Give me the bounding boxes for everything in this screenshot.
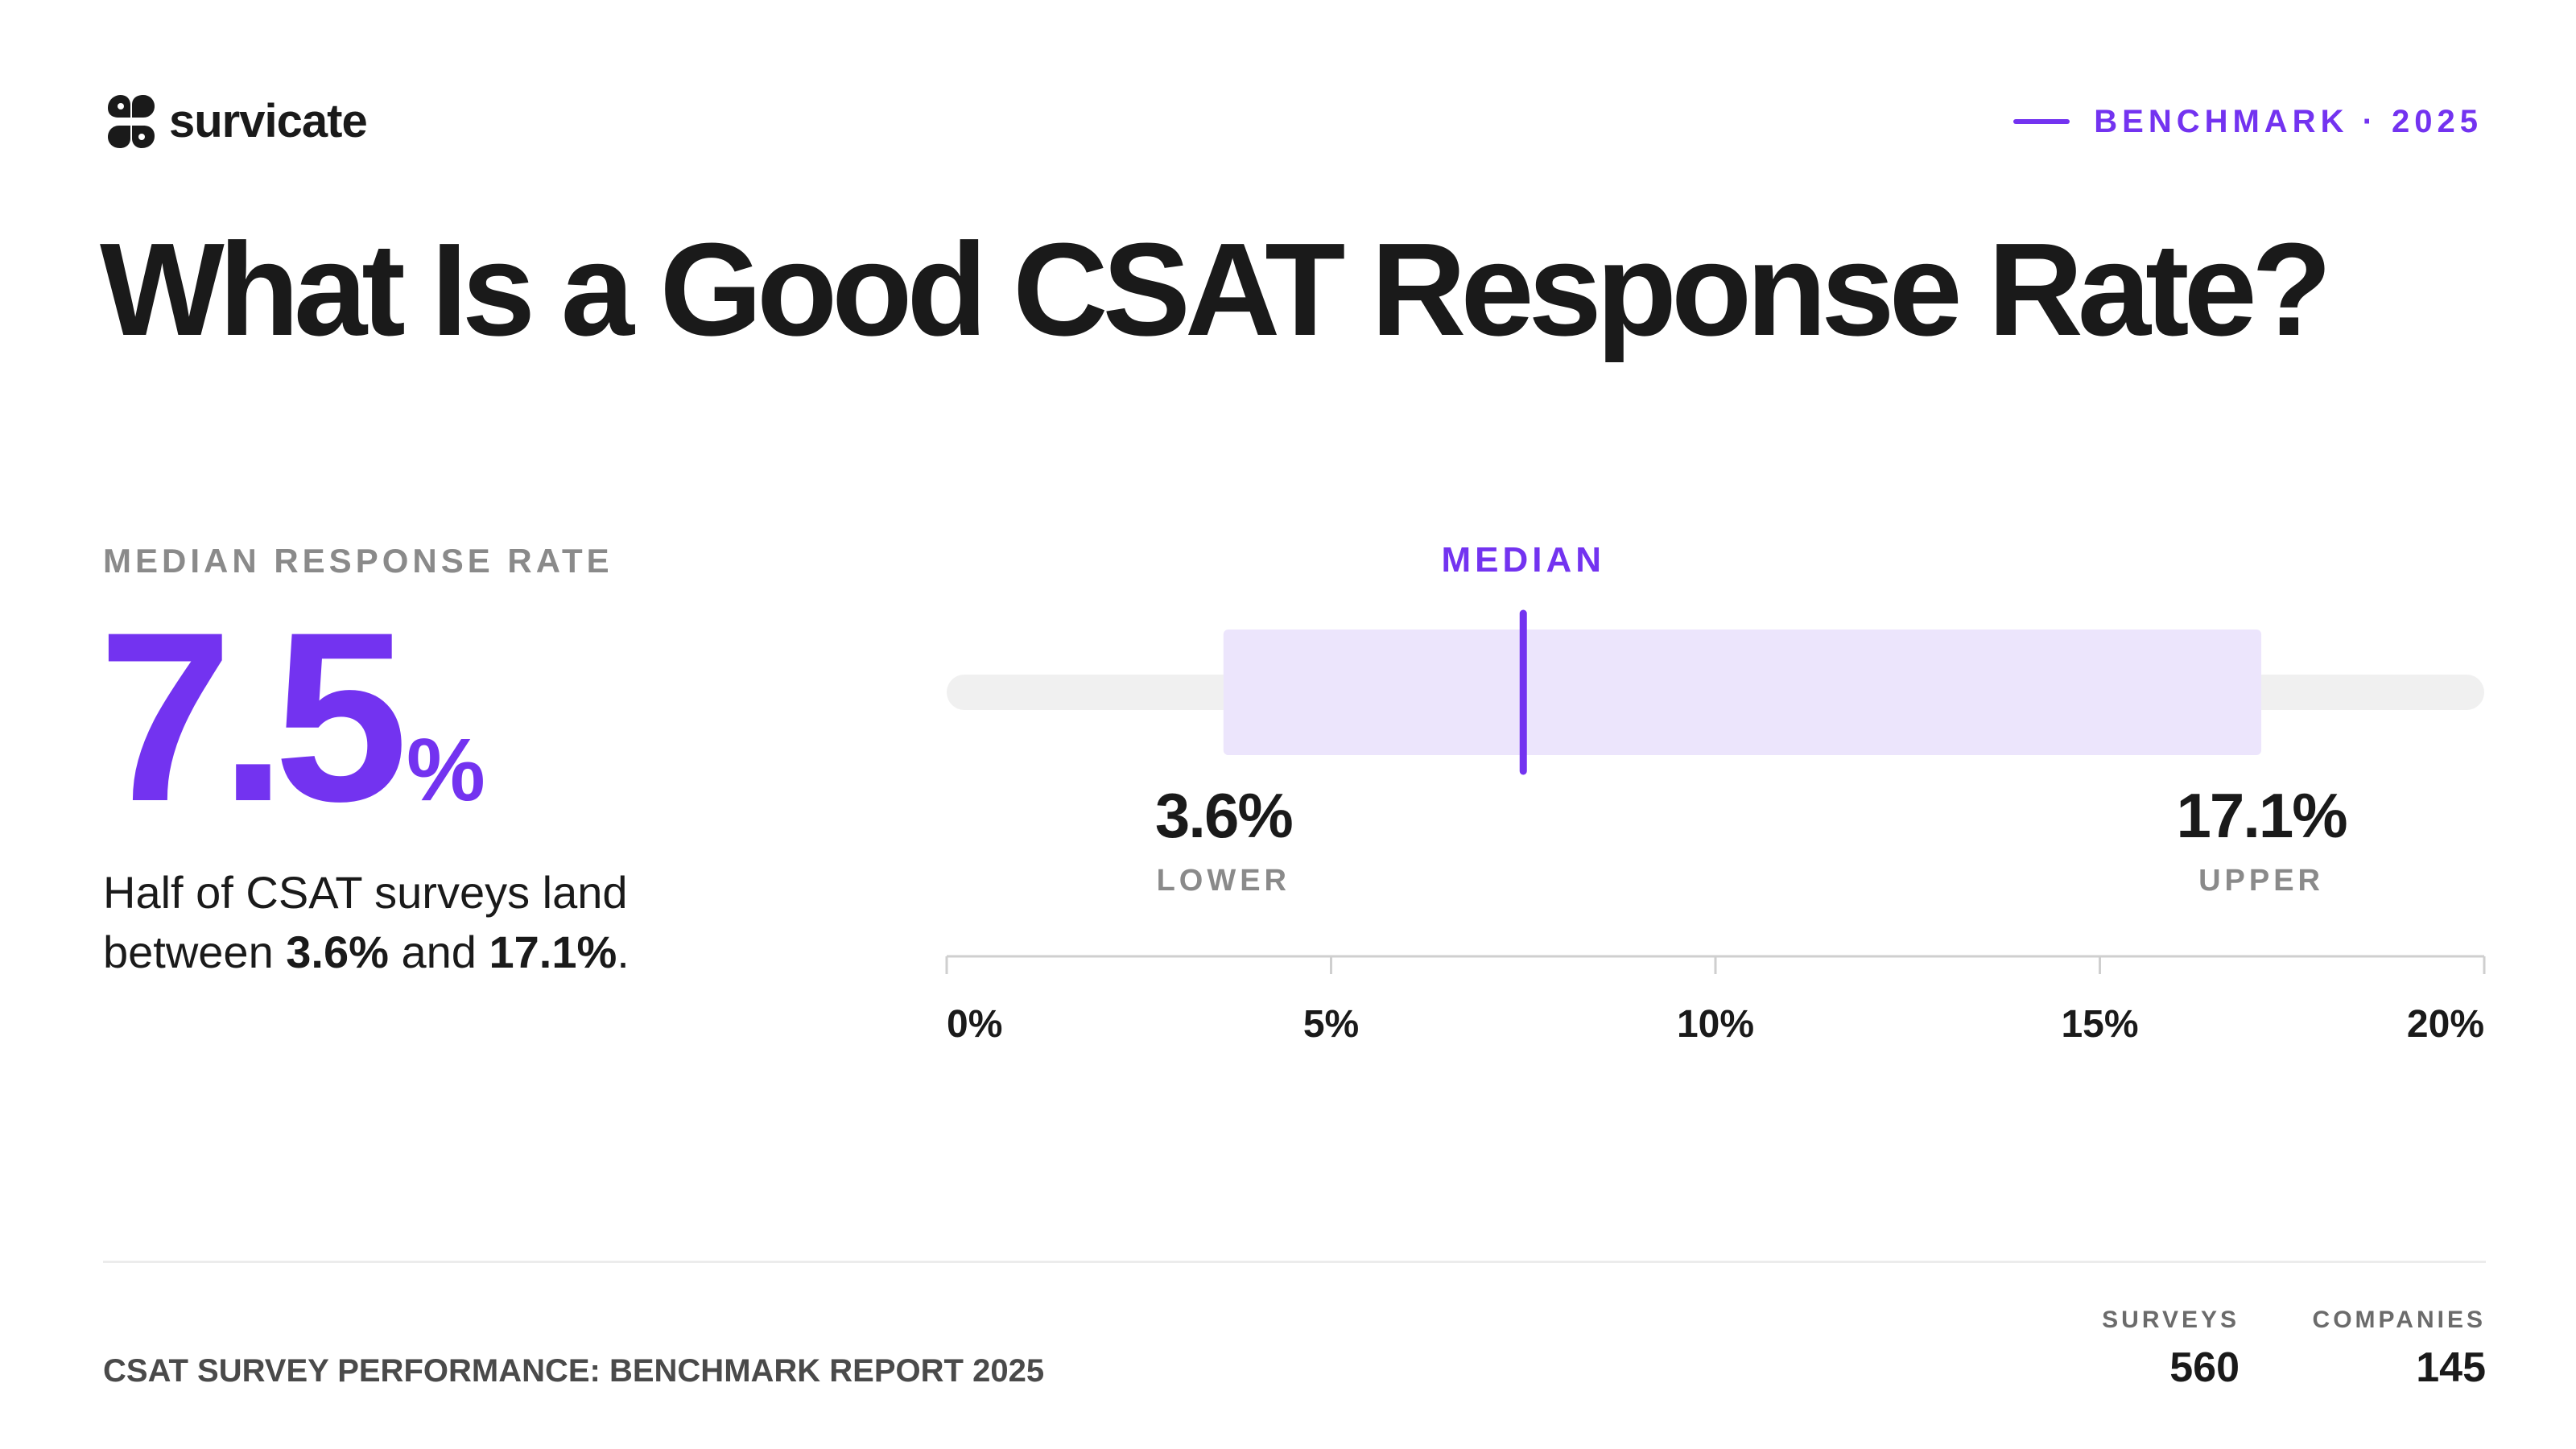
desc-connector: and bbox=[388, 927, 489, 977]
brand-logo: survicate bbox=[103, 93, 368, 150]
surveys-label: SURVEYS bbox=[2102, 1307, 2240, 1333]
x-axis-ticks: 0% 5% 10% 15% 20% bbox=[945, 956, 2486, 1046]
x-axis-tick-label: 15% bbox=[2061, 1003, 2138, 1046]
tag-accent-line bbox=[2013, 119, 2070, 124]
upper-caption: UPPER bbox=[2198, 864, 2324, 898]
median-rate-unit: % bbox=[407, 720, 485, 819]
benchmark-tag: BENCHMARK · 2025 bbox=[2013, 103, 2483, 140]
median-rate-value: 7.5 bbox=[98, 581, 408, 852]
benchmark-tag-text: BENCHMARK · 2025 bbox=[2094, 104, 2483, 139]
lower-caption: LOWER bbox=[1157, 864, 1290, 898]
surveys-value: 560 bbox=[2169, 1344, 2240, 1391]
desc-upper-value: 17.1% bbox=[489, 927, 617, 977]
surveys-stat: SURVEYS 560 bbox=[2102, 1306, 2240, 1393]
x-axis-tick-label: 20% bbox=[2407, 1003, 2484, 1046]
footer-divider bbox=[103, 1261, 2486, 1263]
median-rate-description: Half of CSAT surveys land between 3.6% a… bbox=[103, 863, 715, 982]
report-title: CSAT SURVEY PERFORMANCE: BENCHMARK REPOR… bbox=[103, 1353, 1045, 1389]
upper-value-label: 17.1% bbox=[2176, 780, 2347, 851]
median-rate-figure: 7.5 % bbox=[98, 596, 485, 837]
desc-lower-value: 3.6% bbox=[286, 927, 389, 977]
desc-suffix: . bbox=[617, 927, 630, 977]
median-rate-label: MEDIAN RESPONSE RATE bbox=[103, 542, 613, 580]
desc-prefix: Half of CSAT surveys land between bbox=[103, 867, 628, 977]
companies-label: COMPANIES bbox=[2312, 1307, 2486, 1333]
survicate-logo-icon bbox=[108, 95, 155, 148]
companies-value: 145 bbox=[2416, 1344, 2486, 1391]
x-axis-tick-label: 10% bbox=[1677, 1003, 1754, 1046]
median-label: MEDIAN bbox=[1441, 540, 1605, 580]
x-axis-tick-label: 5% bbox=[1303, 1003, 1359, 1046]
x-axis-tick-label: 0% bbox=[947, 1003, 1002, 1046]
response-rate-range-chart: MEDIAN 3.6% LOWER 17.1% UPPER 0% 5% 10% 15%… bbox=[945, 540, 2486, 1046]
page-title: What Is a Good CSAT Response Rate? bbox=[100, 216, 2332, 363]
lower-value-label: 3.6% bbox=[1155, 780, 1292, 851]
companies-stat: COMPANIES 145 bbox=[2313, 1306, 2486, 1393]
interquartile-band bbox=[1223, 630, 2262, 755]
brand-name: survicate bbox=[169, 95, 368, 147]
